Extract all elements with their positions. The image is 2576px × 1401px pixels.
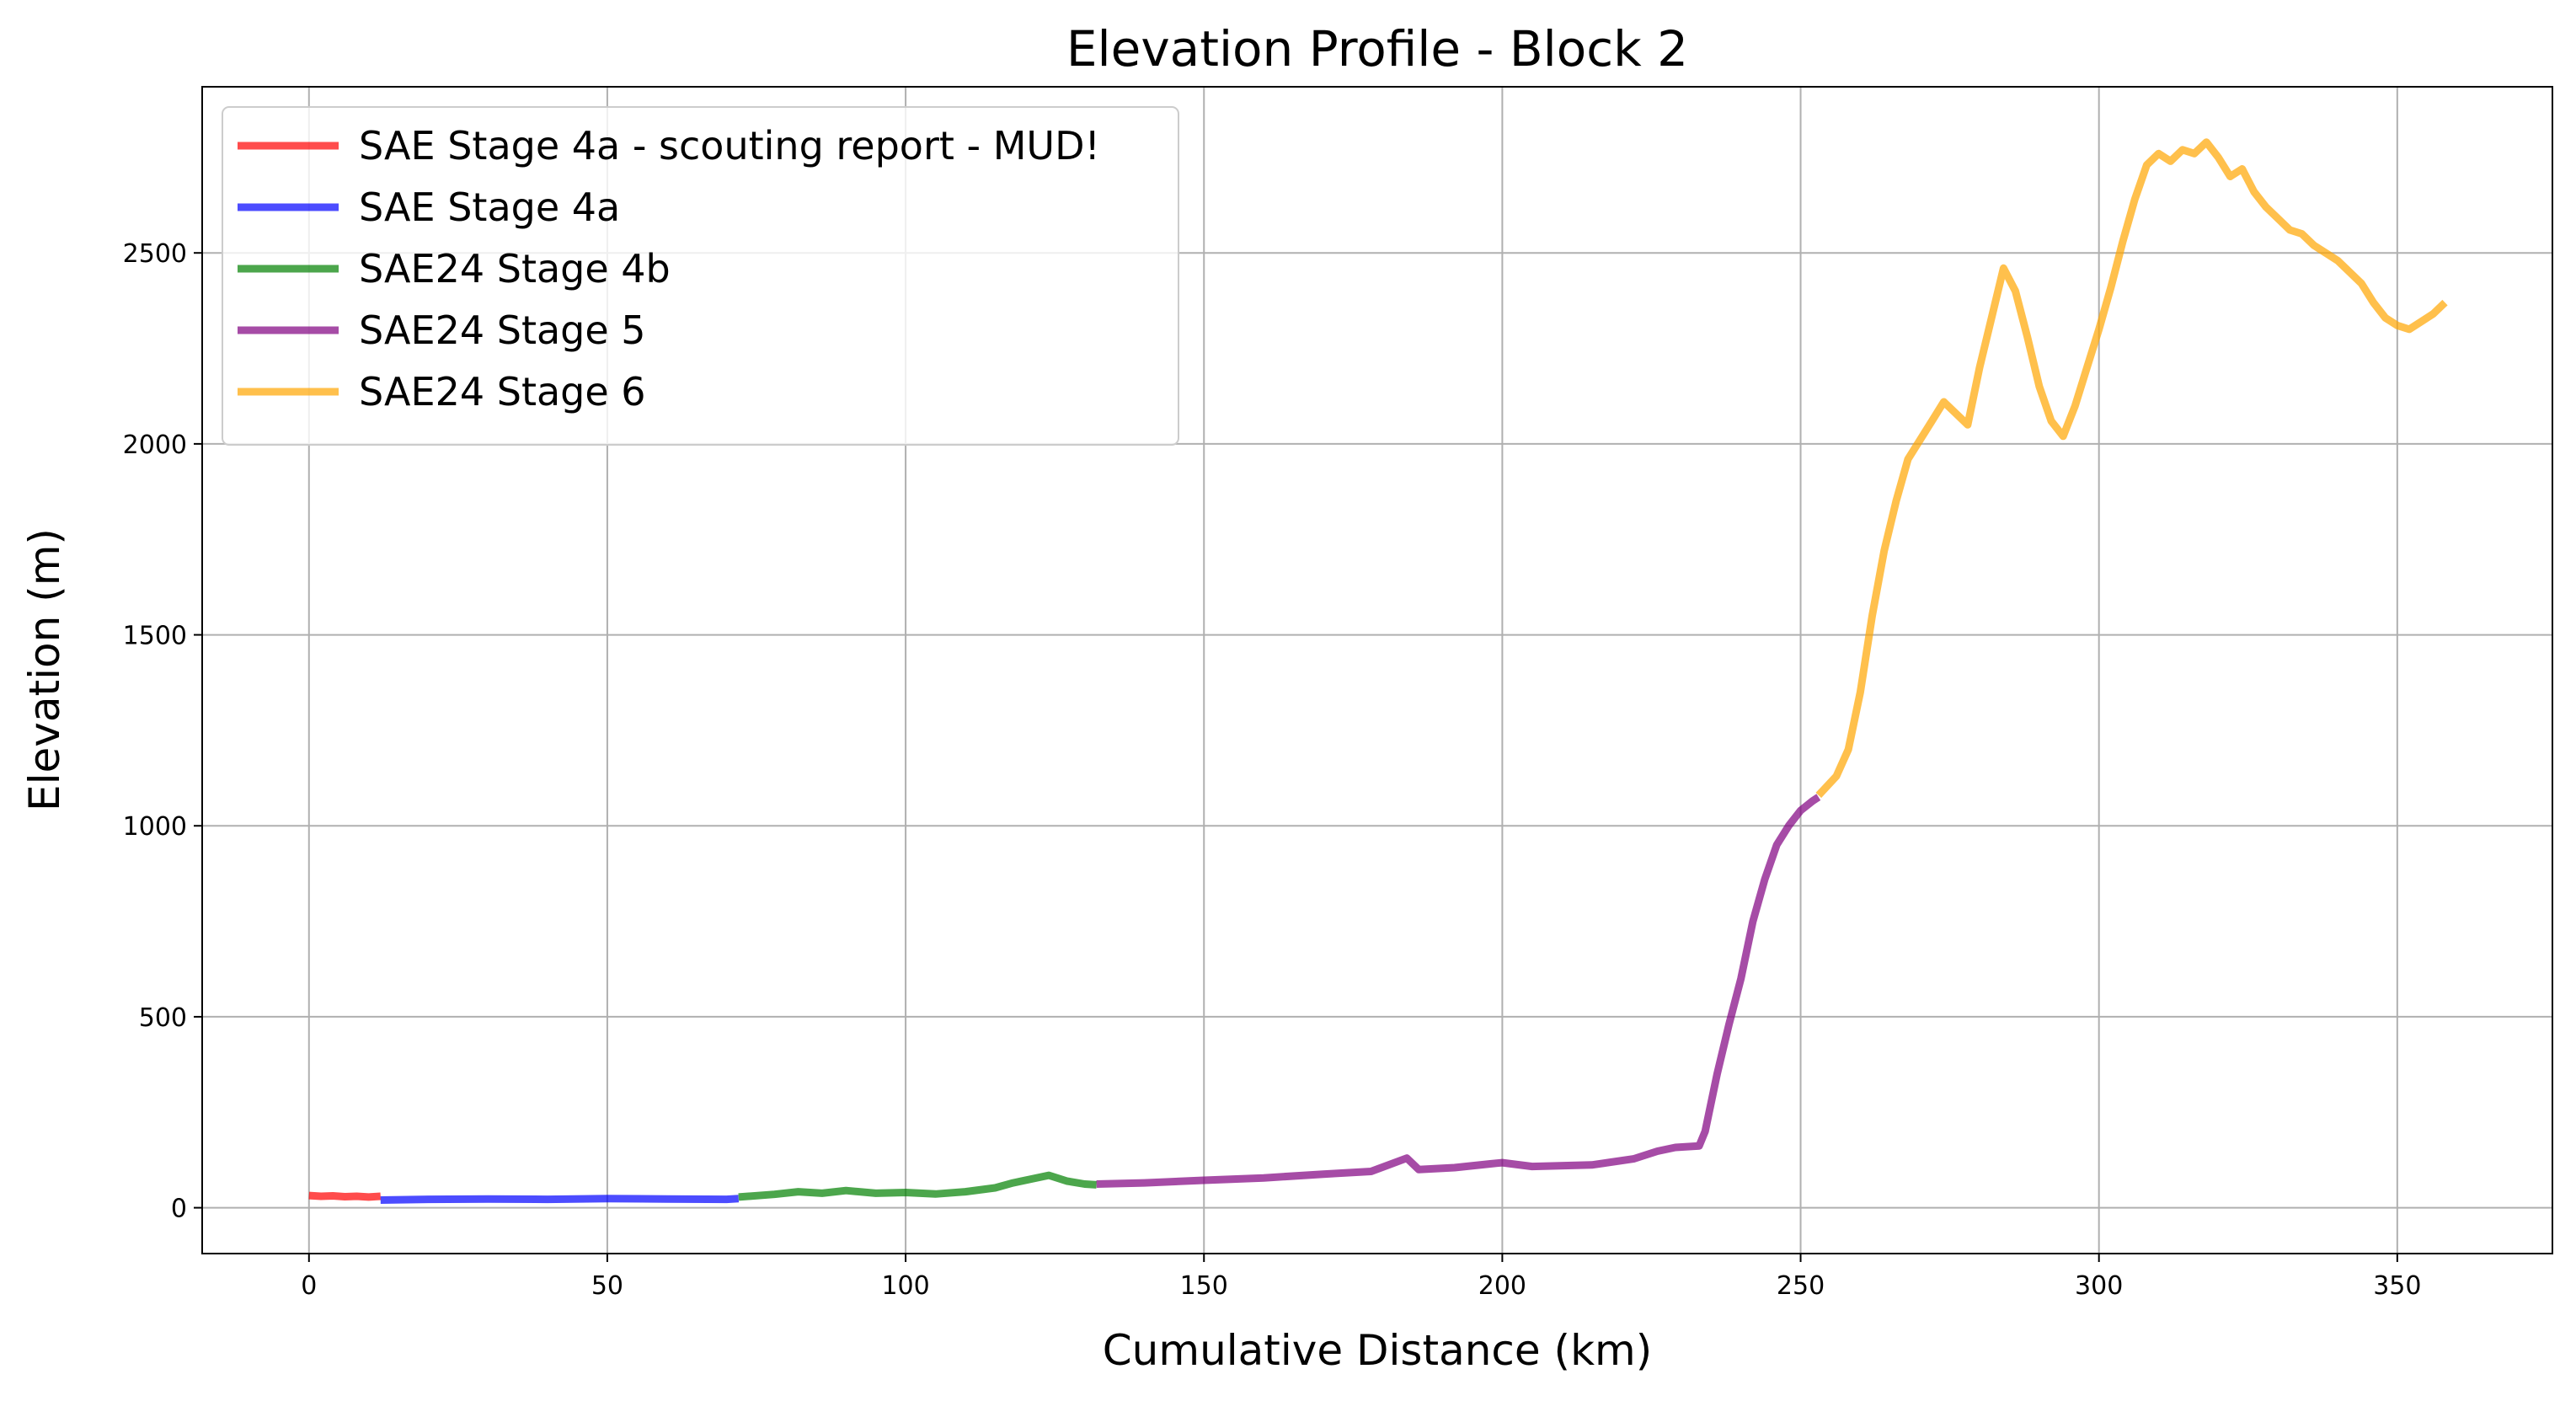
y-tick-label: 2000: [123, 430, 187, 460]
y-tick-label: 0: [171, 1195, 187, 1224]
y-axis-label: Elevation (m): [20, 528, 69, 811]
x-tick-label: 150: [1180, 1271, 1228, 1301]
legend: SAE Stage 4a - scouting report - MUD! SAE…: [222, 106, 1179, 446]
y-tick-label: 500: [139, 1003, 187, 1033]
x-tick-label: 250: [1777, 1271, 1825, 1301]
x-axis-label: Cumulative Distance (km): [1103, 1326, 1652, 1375]
legend-box: [222, 106, 1179, 446]
x-tick-label: 200: [1478, 1271, 1526, 1301]
series-line: [738, 1171, 1097, 1201]
x-tick-label: 50: [591, 1271, 623, 1301]
x-tick-label: 300: [2075, 1271, 2123, 1301]
x-tick-label: 0: [301, 1271, 317, 1301]
legend-label: SAE Stage 4a: [359, 184, 620, 230]
x-tick-label: 350: [2373, 1271, 2421, 1301]
axis-ticks: 0 50 100 150 200 250 300 350 0 500 1000 1500 2000 250…: [123, 239, 2422, 1301]
y-tick-label: 2500: [123, 239, 187, 269]
series-line: [308, 1191, 382, 1201]
x-tick-label: 100: [881, 1271, 929, 1301]
plot-frame: [201, 86, 2553, 1254]
y-tick-label: 1000: [123, 812, 187, 842]
y-tick-label: 1500: [123, 622, 187, 651]
legend-label: SAE Stage 4a - scouting report - MUD!: [359, 123, 1100, 168]
legend-label: SAE24 Stage 5: [359, 307, 646, 353]
series-line: [380, 1195, 740, 1204]
legend-label: SAE24 Stage 6: [359, 369, 646, 414]
chart-title: Elevation Profile - Block 2: [1066, 20, 1688, 78]
series-line: [1815, 138, 2448, 799]
series-line: [1096, 794, 1821, 1188]
legend-label: SAE24 Stage 4b: [359, 246, 671, 291]
series-lines: [308, 138, 2448, 1204]
